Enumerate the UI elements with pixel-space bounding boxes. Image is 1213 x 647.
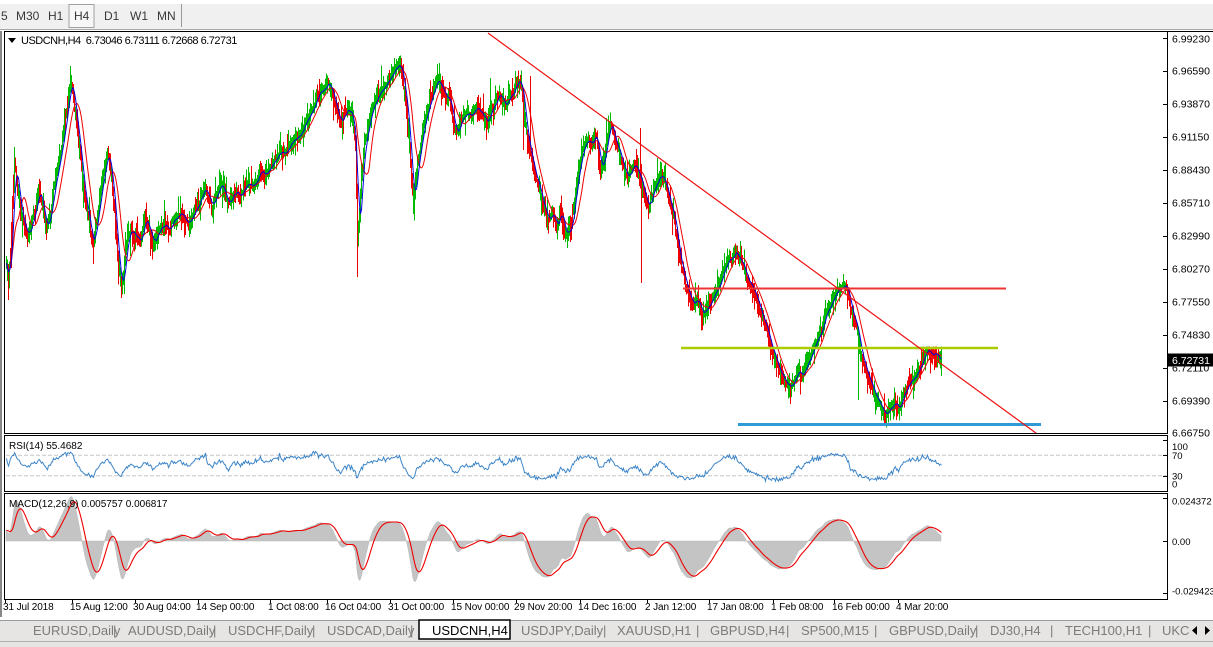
- svg-text:2 Jan 12:00: 2 Jan 12:00: [645, 602, 697, 613]
- svg-text:30 Aug 04:00: 30 Aug 04:00: [133, 602, 191, 613]
- svg-text:-0.029423: -0.029423: [1172, 587, 1213, 598]
- svg-text:6.72731: 6.72731: [1172, 355, 1210, 367]
- svg-text:31 Oct 00:00: 31 Oct 00:00: [388, 602, 445, 613]
- svg-text:|: |: [410, 623, 413, 638]
- svg-text:|: |: [1050, 623, 1053, 638]
- svg-text:0.024372: 0.024372: [1172, 496, 1212, 507]
- svg-text:USDJPY,Daily: USDJPY,Daily: [521, 623, 604, 638]
- svg-text:29 Nov 20:00: 29 Nov 20:00: [514, 602, 573, 613]
- svg-text:UKC: UKC: [1162, 623, 1189, 638]
- svg-text:0: 0: [1172, 479, 1177, 490]
- svg-text:15 Nov 00:00: 15 Nov 00:00: [451, 602, 510, 613]
- svg-text:6.82990: 6.82990: [1172, 231, 1210, 243]
- svg-text:TECH100,H1: TECH100,H1: [1065, 623, 1142, 638]
- svg-text:6.88430: 6.88430: [1172, 165, 1210, 177]
- svg-text:|: |: [603, 623, 606, 638]
- svg-text:USDCAD,Daily: USDCAD,Daily: [327, 623, 415, 638]
- svg-text:100: 100: [1172, 442, 1188, 453]
- svg-text:6.99230: 6.99230: [1172, 34, 1210, 46]
- svg-text:|: |: [113, 623, 116, 638]
- svg-text:GBPUSD,H4: GBPUSD,H4: [710, 623, 785, 638]
- svg-text:USDCHF,Daily: USDCHF,Daily: [228, 623, 314, 638]
- svg-text:|: |: [975, 623, 978, 638]
- svg-text:6.80270: 6.80270: [1172, 264, 1210, 276]
- svg-text:16 Feb 00:00: 16 Feb 00:00: [832, 602, 890, 613]
- svg-text:17 Jan 08:00: 17 Jan 08:00: [707, 602, 764, 613]
- svg-text:|: |: [874, 623, 877, 638]
- svg-text:USDCNH,H4 6.73046 6.73111 6.7: USDCNH,H4 6.73046 6.73111 6.72668 6.7273…: [21, 35, 237, 47]
- svg-text:RSI(14) 55.4682: RSI(14) 55.4682: [9, 441, 83, 452]
- svg-text:AUDUSD,Daily: AUDUSD,Daily: [128, 623, 216, 638]
- svg-text:SP500,M15: SP500,M15: [801, 623, 869, 638]
- svg-text:16 Oct 04:00: 16 Oct 04:00: [325, 602, 382, 613]
- svg-text:|: |: [312, 623, 315, 638]
- svg-text:H1: H1: [48, 9, 64, 23]
- svg-text:30: 30: [1172, 471, 1183, 482]
- svg-text:MN: MN: [157, 9, 176, 23]
- svg-text:|: |: [786, 623, 789, 638]
- svg-text:4 Mar 20:00: 4 Mar 20:00: [896, 602, 949, 613]
- svg-text:XAUUSD,H1: XAUUSD,H1: [617, 623, 691, 638]
- svg-text:6.96590: 6.96590: [1172, 66, 1210, 78]
- svg-text:15 Aug 12:00: 15 Aug 12:00: [70, 602, 128, 613]
- svg-text:W1: W1: [130, 9, 148, 23]
- svg-text:|: |: [1148, 623, 1151, 638]
- svg-text:6.66750: 6.66750: [1172, 428, 1210, 440]
- svg-text:6.85710: 6.85710: [1172, 198, 1210, 210]
- svg-text:14 Sep 00:00: 14 Sep 00:00: [196, 602, 255, 613]
- svg-text:M30: M30: [16, 9, 40, 23]
- svg-text:6.93870: 6.93870: [1172, 99, 1210, 111]
- svg-text:5: 5: [1, 9, 8, 23]
- svg-text:6.91150: 6.91150: [1172, 132, 1209, 144]
- svg-text:0.00: 0.00: [1172, 537, 1191, 548]
- svg-text:1 Oct 08:00: 1 Oct 08:00: [268, 602, 319, 613]
- svg-text:DJ30,H4: DJ30,H4: [990, 623, 1041, 638]
- svg-text:GBPUSD,Daily: GBPUSD,Daily: [889, 623, 977, 638]
- svg-text:70: 70: [1172, 451, 1183, 462]
- svg-text:14 Dec 16:00: 14 Dec 16:00: [578, 602, 637, 613]
- svg-text:31 Jul 2018: 31 Jul 2018: [3, 602, 54, 613]
- svg-text:D1: D1: [104, 9, 120, 23]
- svg-text:MACD(12,26,9) 0.005757 0.00681: MACD(12,26,9) 0.005757 0.006817: [9, 499, 168, 510]
- svg-text:6.77550: 6.77550: [1172, 297, 1210, 309]
- svg-text:USDCNH,H4: USDCNH,H4: [432, 623, 508, 638]
- svg-text:|: |: [213, 623, 216, 638]
- svg-text:1 Feb 08:00: 1 Feb 08:00: [771, 602, 824, 613]
- svg-text:6.74830: 6.74830: [1172, 330, 1210, 342]
- svg-text:6.69390: 6.69390: [1172, 396, 1210, 408]
- svg-text:H4: H4: [74, 9, 90, 23]
- svg-text:|: |: [696, 623, 699, 638]
- svg-text:EURUSD,Daily: EURUSD,Daily: [33, 623, 121, 638]
